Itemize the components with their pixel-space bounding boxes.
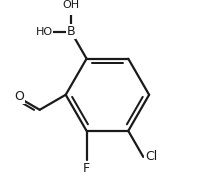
- Text: Cl: Cl: [145, 150, 157, 163]
- Text: OH: OH: [62, 0, 80, 10]
- Text: F: F: [83, 162, 90, 175]
- Text: B: B: [67, 25, 75, 38]
- Text: O: O: [15, 90, 25, 103]
- Text: HO: HO: [36, 27, 53, 36]
